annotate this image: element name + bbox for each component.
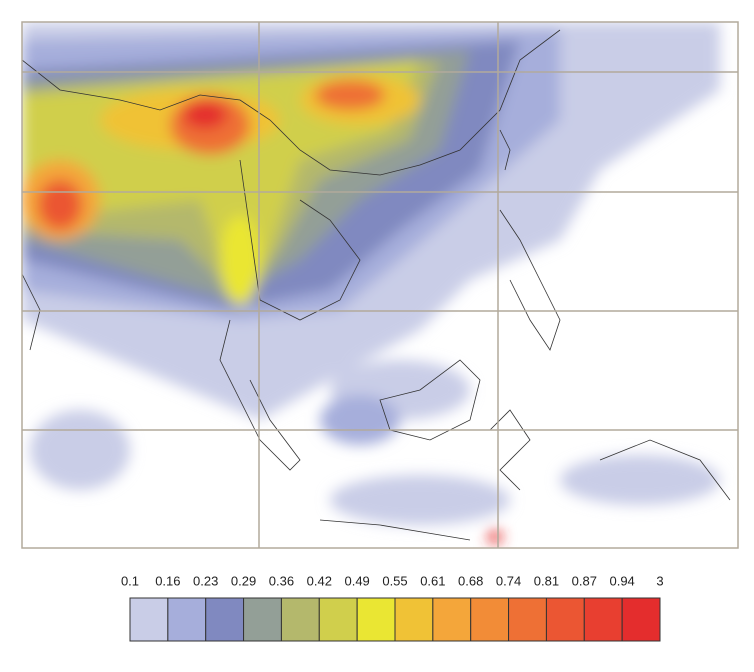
colorbar-label: 0.23: [193, 573, 218, 588]
colorbar-box: [583, 597, 623, 642]
colorbar-box: [167, 597, 207, 642]
colorbar-label: 0.94: [609, 573, 634, 588]
colorbar-label: 0.61: [420, 573, 445, 588]
colorbar-label: 0.36: [269, 573, 294, 588]
colorbar-label: 0.49: [344, 573, 369, 588]
map: [22, 22, 738, 548]
colorbar-box: [470, 597, 510, 642]
colorbar-box: [280, 597, 320, 642]
colorbar-box: [545, 597, 585, 642]
colorbar-box: [356, 597, 396, 642]
colorbar-label: 0.68: [458, 573, 483, 588]
colorbar-label: 0.55: [382, 573, 407, 588]
colorbar-label: 0.16: [155, 573, 180, 588]
colorbar-label: 3: [656, 573, 663, 588]
graticule: [22, 22, 738, 548]
colorbar-label: 0.74: [496, 573, 521, 588]
colorbar-label: 0.29: [231, 573, 256, 588]
coastlines: [22, 29, 731, 541]
colorbar-label: 0.1: [121, 573, 139, 588]
colorbar-box: [243, 597, 282, 642]
colorbar-label: 0.42: [307, 573, 332, 588]
colorbar: 0.1 0.16 0.23 0.29 0.36 0.42 0.49 0.55 0.61 0.68 0…: [121, 573, 664, 642]
colorbar-label: 0.87: [572, 573, 597, 588]
colorbar-label: 0.81: [534, 573, 559, 588]
colorbar-box: [621, 597, 661, 642]
colorbar-box: [394, 597, 434, 642]
colorbar-box: [432, 597, 472, 642]
colorbar-box: [318, 597, 358, 642]
map-frame: [21, 21, 739, 549]
colorbar-box: [129, 597, 169, 642]
colorbar-box: [508, 597, 547, 642]
colorbar-box: [205, 597, 245, 642]
